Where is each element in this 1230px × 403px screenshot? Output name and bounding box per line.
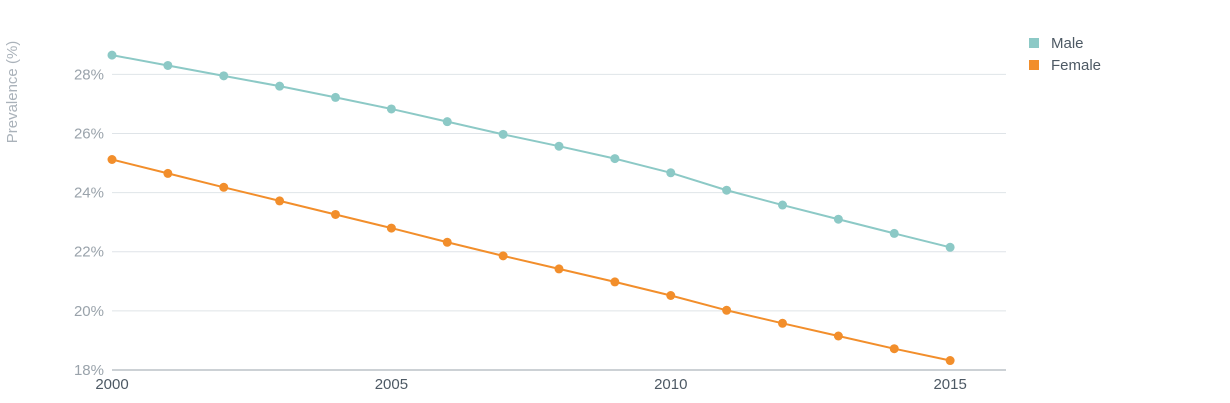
point-female-2013[interactable] (833, 331, 843, 341)
y-tick-label-24: 24% (74, 185, 104, 202)
point-male-2002[interactable] (219, 71, 229, 81)
point-male-2008[interactable] (554, 141, 564, 151)
point-female-2007[interactable] (498, 251, 508, 261)
legend: Male Female (1029, 35, 1101, 74)
point-male-2004[interactable] (331, 92, 340, 102)
x-tick-label-2015: 2015 (933, 376, 966, 393)
legend-label-male[interactable]: Male (1051, 35, 1084, 52)
point-male-2003[interactable] (275, 81, 285, 91)
y-tick-label-20: 20% (74, 303, 104, 320)
point-female-2005[interactable] (386, 223, 396, 233)
point-female-2015[interactable] (945, 356, 955, 366)
point-male-2015[interactable] (945, 242, 955, 252)
y-tick-label-28: 28% (74, 66, 104, 83)
point-male-2001[interactable] (163, 60, 173, 70)
point-male-2009[interactable] (610, 154, 620, 164)
x-tick-label-2000: 2000 (95, 376, 128, 393)
x-tick-label-2005: 2005 (375, 376, 408, 393)
series-line-male (111, 54, 951, 249)
point-female-2011[interactable] (722, 305, 732, 315)
point-female-2010[interactable] (666, 290, 676, 300)
y-tick-label-18: 18% (74, 362, 104, 379)
point-male-2005[interactable] (386, 104, 396, 114)
point-female-2012[interactable] (778, 318, 787, 328)
point-male-2010[interactable] (666, 168, 676, 178)
point-male-2011[interactable] (722, 185, 732, 195)
x-tick-label-2010: 2010 (654, 376, 687, 393)
point-male-2007[interactable] (498, 129, 508, 139)
axes: 18% 20% 22% 24% 26% 28% 2000 2005 2010 2015 (74, 66, 1006, 393)
point-male-2012[interactable] (778, 200, 787, 210)
point-female-2000[interactable] (107, 154, 117, 164)
point-male-2000[interactable] (107, 50, 117, 60)
gridlines (112, 73, 1006, 312)
point-male-2006[interactable] (442, 117, 452, 127)
point-female-2009[interactable] (610, 277, 620, 287)
legend-label-female[interactable]: Female (1051, 57, 1101, 74)
y-axis-label: Prevalence (%) (4, 41, 21, 144)
point-female-2004[interactable] (331, 209, 340, 219)
y-tick-label-26: 26% (74, 125, 104, 142)
legend-swatch-male[interactable] (1029, 38, 1039, 48)
point-male-2013[interactable] (833, 214, 843, 224)
point-female-2006[interactable] (442, 237, 452, 247)
point-female-2001[interactable] (163, 168, 173, 178)
series-group (107, 50, 955, 366)
point-female-2014[interactable] (889, 344, 899, 354)
y-tick-label-22: 22% (74, 244, 104, 261)
legend-swatch-female[interactable] (1029, 60, 1039, 70)
series-line-female (111, 158, 951, 362)
point-male-2014[interactable] (889, 228, 899, 238)
point-female-2002[interactable] (219, 182, 229, 192)
point-female-2003[interactable] (275, 196, 285, 206)
point-female-2008[interactable] (554, 264, 564, 274)
